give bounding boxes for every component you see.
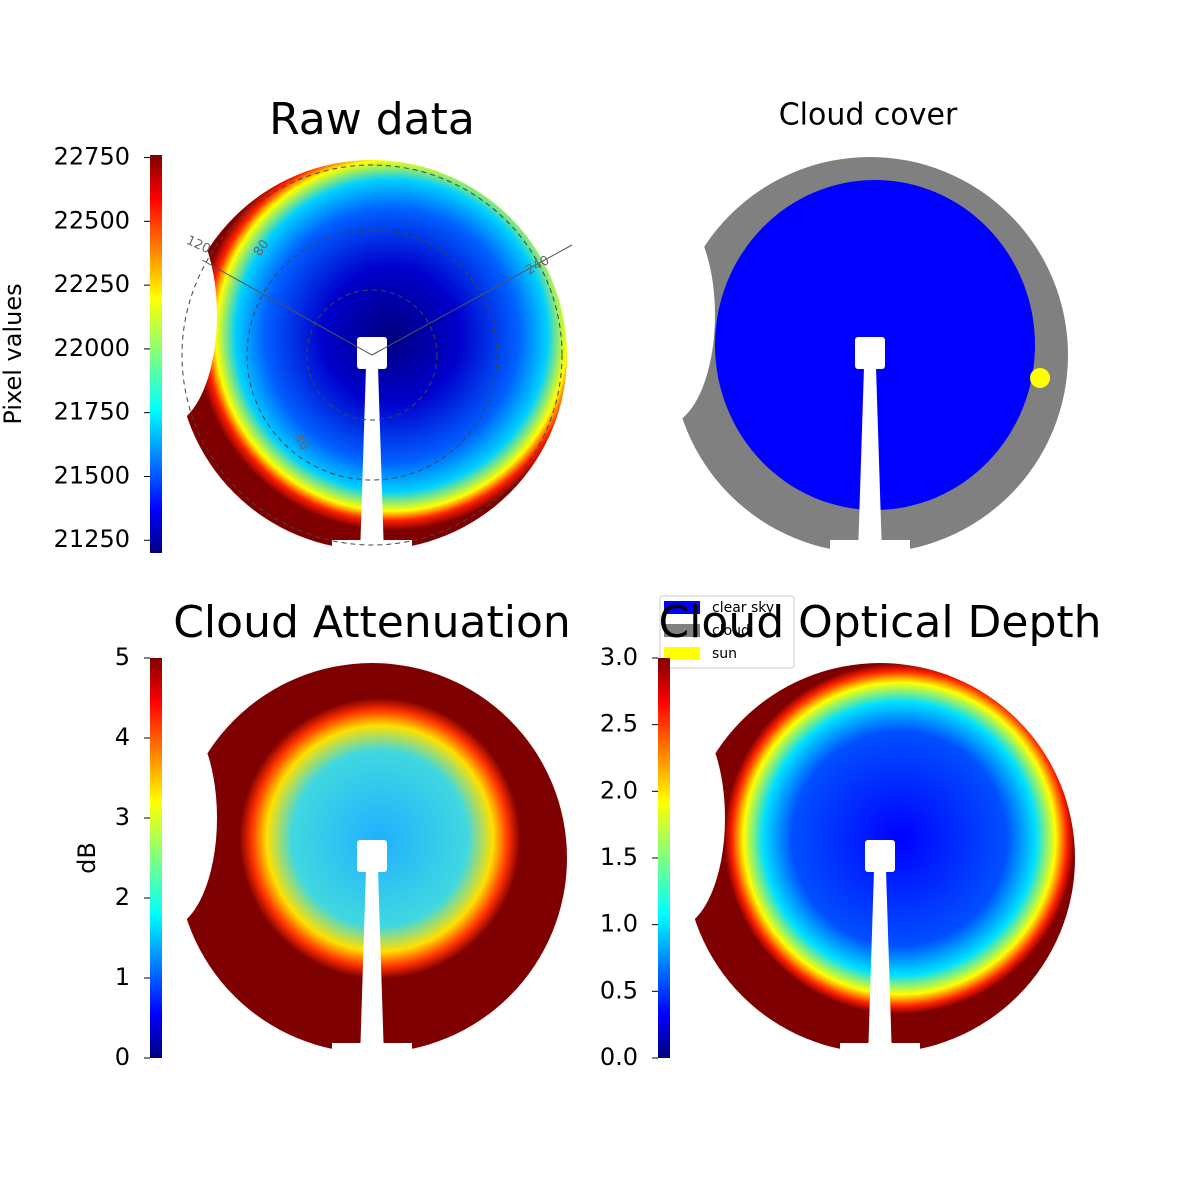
- image-notch: [117, 205, 217, 425]
- mast-head: [865, 840, 895, 872]
- colorbar-tick-label: 21500: [54, 461, 130, 489]
- colorbar-tick-label: 2: [115, 883, 130, 911]
- polar-ring: [306, 289, 438, 421]
- mast-head: [855, 337, 885, 369]
- colorbar-tick-label: 0: [115, 1043, 130, 1071]
- colorbar-tick-label: 2.5: [600, 710, 638, 738]
- sun-region: [1030, 368, 1050, 388]
- colorbar-tick-label: 2.0: [600, 776, 638, 804]
- panel-title: Cloud Optical Depth: [658, 597, 1101, 648]
- image-notch: [117, 708, 217, 928]
- legend-label: clear sky: [712, 600, 774, 616]
- colorbar-tick-label: 5: [115, 643, 130, 671]
- colorbar-tick-label: 1.5: [600, 843, 638, 871]
- colorbar-tick-label: 22500: [54, 206, 130, 234]
- legend-swatch: [664, 624, 700, 637]
- legend-swatch: [664, 647, 700, 660]
- image-notch: [625, 708, 725, 928]
- colorbar-tick-label: 0.5: [600, 976, 638, 1004]
- polar-label: 40: [291, 431, 312, 453]
- colorbar-tick-label: 4: [115, 723, 130, 751]
- colorbar-tick-label: 22000: [54, 334, 130, 362]
- colorbar-tick-label: 22750: [54, 143, 130, 171]
- mast-head: [357, 840, 387, 872]
- mast: [360, 367, 384, 555]
- colorbar-label: dB: [73, 842, 101, 874]
- polar-ring: [246, 229, 498, 481]
- legend-label: cloud: [712, 623, 750, 639]
- colorbar: [150, 155, 162, 553]
- colorbar-tick-label: 3.0: [600, 643, 638, 671]
- colorbar-tick-label: 0.0: [600, 1043, 638, 1071]
- colorbar: [658, 658, 670, 1058]
- mast: [360, 870, 384, 1058]
- panel-title: Cloud cover: [779, 98, 958, 133]
- mast: [858, 367, 882, 555]
- image-notch: [615, 205, 715, 425]
- colorbar-label: Pixel values: [0, 283, 27, 424]
- colorbar-tick-label: 1: [115, 963, 130, 991]
- colorbar-tick-label: 21250: [54, 525, 130, 553]
- polar-spoke: [201, 244, 573, 356]
- mast: [868, 870, 892, 1058]
- colorbar-tick-label: 3: [115, 803, 130, 831]
- legend-swatch: [664, 601, 700, 614]
- panel-title: Raw data: [269, 94, 475, 145]
- colorbar-tick-label: 1.0: [600, 910, 638, 938]
- mast-head: [357, 337, 387, 369]
- legend-label: sun: [712, 646, 737, 662]
- polar-ring: [181, 164, 563, 546]
- colorbar-tick-label: 21750: [54, 398, 130, 426]
- colorbar-tick-label: 22250: [54, 270, 130, 298]
- colorbar: [150, 658, 162, 1058]
- panel-title: Cloud Attenuation: [173, 597, 571, 648]
